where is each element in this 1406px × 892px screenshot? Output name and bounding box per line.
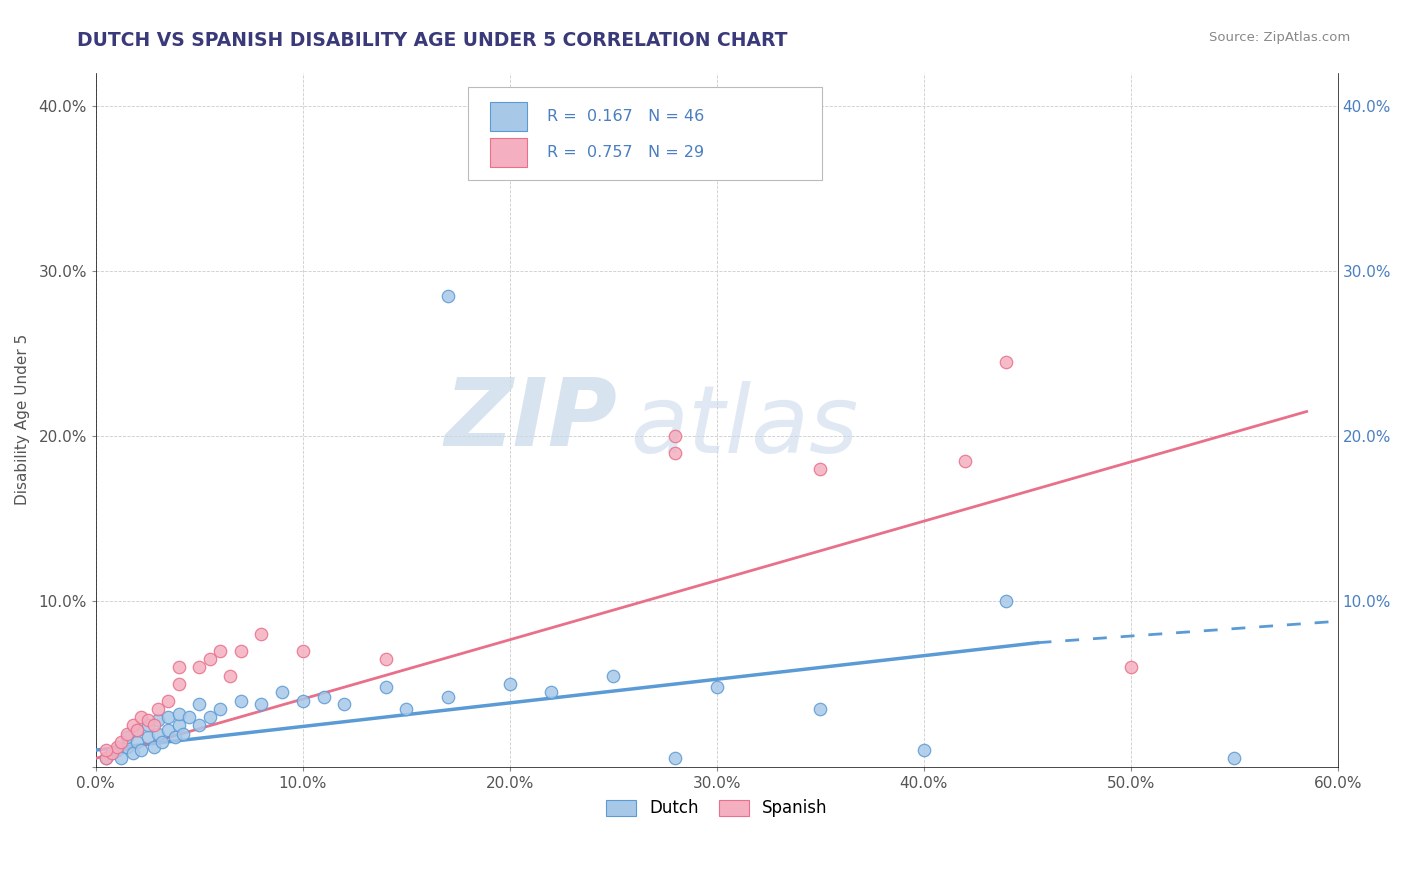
Point	[664, 751, 686, 765]
Point	[167, 660, 190, 674]
Point	[142, 718, 165, 732]
Point	[136, 730, 159, 744]
Point	[110, 751, 132, 765]
Point	[312, 690, 335, 705]
Point	[167, 706, 190, 721]
Point	[995, 355, 1018, 369]
Text: Source: ZipAtlas.com: Source: ZipAtlas.com	[1209, 31, 1350, 45]
Point	[146, 714, 169, 728]
FancyBboxPatch shape	[489, 102, 527, 131]
Point	[291, 693, 314, 707]
Point	[198, 710, 221, 724]
Point	[706, 681, 728, 695]
Point	[127, 723, 149, 738]
Point	[136, 718, 159, 732]
Point	[172, 726, 194, 740]
Point	[271, 685, 294, 699]
Point	[229, 644, 252, 658]
Point	[146, 702, 169, 716]
Point	[150, 735, 173, 749]
Point	[374, 681, 396, 695]
Point	[953, 454, 976, 468]
Point	[208, 644, 231, 658]
Point	[115, 726, 138, 740]
Point	[101, 747, 124, 761]
Point	[436, 289, 458, 303]
Point	[291, 644, 314, 658]
Point	[250, 627, 273, 641]
Point	[395, 702, 418, 716]
Text: ZIP: ZIP	[444, 374, 617, 466]
Point	[1223, 751, 1246, 765]
Point	[602, 669, 624, 683]
Point	[110, 735, 132, 749]
Point	[115, 739, 138, 754]
Point	[188, 697, 211, 711]
Point	[131, 710, 153, 724]
Point	[163, 730, 186, 744]
Point	[229, 693, 252, 707]
Point	[664, 446, 686, 460]
Point	[157, 723, 180, 738]
Point	[127, 735, 149, 749]
Text: R =  0.167   N = 46: R = 0.167 N = 46	[547, 109, 704, 124]
Point	[127, 723, 149, 738]
Point	[250, 697, 273, 711]
Point	[995, 594, 1018, 608]
Point	[219, 669, 242, 683]
FancyBboxPatch shape	[489, 138, 527, 168]
Point	[177, 710, 200, 724]
Point	[146, 726, 169, 740]
Y-axis label: Disability Age Under 5: Disability Age Under 5	[15, 334, 30, 506]
Point	[374, 652, 396, 666]
Point	[131, 743, 153, 757]
Legend: Dutch, Spanish: Dutch, Spanish	[599, 793, 834, 824]
Point	[96, 751, 118, 765]
Point	[142, 739, 165, 754]
Point	[808, 462, 831, 476]
Point	[167, 677, 190, 691]
Point	[157, 710, 180, 724]
Point	[122, 718, 145, 732]
Point	[105, 743, 128, 757]
Point	[96, 751, 118, 765]
Point	[208, 702, 231, 716]
Point	[499, 677, 522, 691]
Point	[136, 714, 159, 728]
Point	[540, 685, 562, 699]
Point	[157, 693, 180, 707]
Text: DUTCH VS SPANISH DISABILITY AGE UNDER 5 CORRELATION CHART: DUTCH VS SPANISH DISABILITY AGE UNDER 5 …	[77, 31, 787, 50]
Point	[436, 690, 458, 705]
Point	[105, 739, 128, 754]
Point	[96, 743, 118, 757]
FancyBboxPatch shape	[468, 87, 823, 180]
Point	[167, 718, 190, 732]
Point	[122, 747, 145, 761]
Point	[1119, 660, 1142, 674]
Text: atlas: atlas	[630, 381, 858, 472]
Point	[115, 730, 138, 744]
Point	[333, 697, 356, 711]
Point	[188, 718, 211, 732]
Point	[101, 747, 124, 761]
Point	[808, 702, 831, 716]
Text: R =  0.757   N = 29: R = 0.757 N = 29	[547, 145, 704, 161]
Point	[198, 652, 221, 666]
Point	[188, 660, 211, 674]
Point	[912, 743, 935, 757]
Point	[664, 429, 686, 443]
